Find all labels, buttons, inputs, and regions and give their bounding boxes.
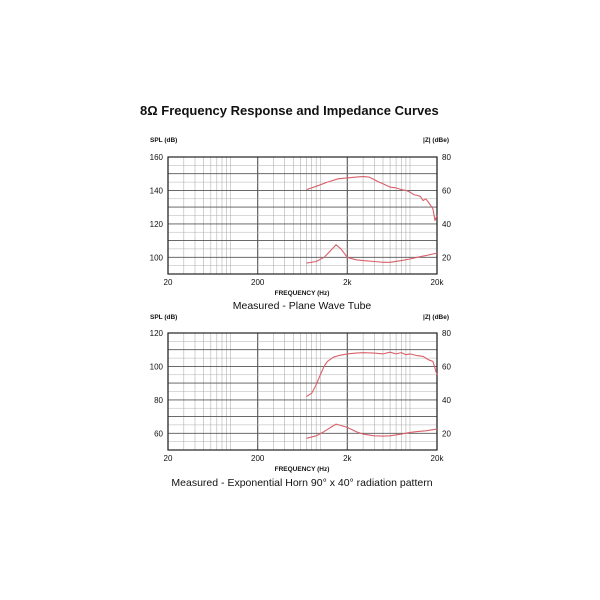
y2-tick-label: 40 — [442, 220, 451, 229]
chart-plane-wave-tube: SPL (dB) |Z| (dBe) 20 200 2k 20k 100 120 140 16… — [150, 137, 452, 312]
y-tick-label: 140 — [150, 186, 164, 195]
x-tick-label: 20 — [164, 278, 173, 287]
chart-0-xlabel: FREQUENCY (Hz) — [275, 290, 330, 297]
y2-tick-label: 80 — [442, 153, 451, 162]
x-tick-label: 2k — [343, 454, 352, 463]
y-tick-label: 60 — [154, 429, 163, 438]
chart-1-ticks: 20 200 2k 20k 60 80 100 120 20 40 60 80 — [150, 329, 452, 463]
x-tick-label: 2k — [343, 278, 352, 287]
x-tick-label: 200 — [251, 454, 265, 463]
y-tick-label: 100 — [150, 253, 164, 262]
spl-curve — [306, 176, 438, 222]
chart-0-ticks: 20 200 2k 20k 100 120 140 160 20 40 60 80 — [150, 153, 452, 287]
page-title: 8Ω Frequency Response and Impedance Curv… — [140, 103, 439, 118]
y2-tick-label: 60 — [442, 362, 451, 371]
y2-tick-label: 80 — [442, 329, 451, 338]
x-tick-label: 20k — [431, 278, 445, 287]
impedance-curve — [306, 423, 438, 439]
chart-1-y2label: |Z| (dBe) — [423, 314, 449, 321]
chart-1-ylabel: SPL (dB) — [150, 314, 177, 321]
chart-1-grid — [167, 332, 438, 451]
chart-exponential-horn: SPL (dB) |Z| (dBe) 20 200 2k 20k60801001202… — [150, 314, 452, 489]
chart-1-title: Measured - Exponential Horn 90° x 40° ra… — [171, 477, 432, 489]
y-tick-label: 120 — [150, 220, 164, 229]
chart-0-grid — [167, 156, 438, 275]
x-tick-label: 20k — [431, 454, 445, 463]
x-tick-label: 200 — [251, 278, 265, 287]
y-tick-label: 80 — [154, 396, 163, 405]
y2-tick-label: 20 — [442, 429, 451, 438]
chart-0-title: Measured - Plane Wave Tube — [233, 300, 372, 312]
chart-0-y2label: |Z| (dBe) — [423, 137, 449, 144]
plot-frame — [167, 332, 438, 451]
y2-tick-label: 60 — [442, 186, 451, 195]
chart-0-series — [306, 176, 438, 264]
y2-tick-label: 40 — [442, 396, 451, 405]
y2-tick-label: 20 — [442, 253, 451, 262]
chart-1-series — [306, 351, 438, 439]
y-tick-label: 120 — [150, 329, 164, 338]
x-tick-label: 20 — [164, 454, 173, 463]
chart-0-ylabel: SPL (dB) — [150, 137, 177, 144]
impedance-curve — [306, 244, 438, 264]
spl-curve — [306, 351, 438, 397]
chart-1-xlabel: FREQUENCY (Hz) — [275, 466, 330, 473]
y-tick-label: 100 — [150, 362, 164, 371]
y-tick-label: 160 — [150, 153, 164, 162]
